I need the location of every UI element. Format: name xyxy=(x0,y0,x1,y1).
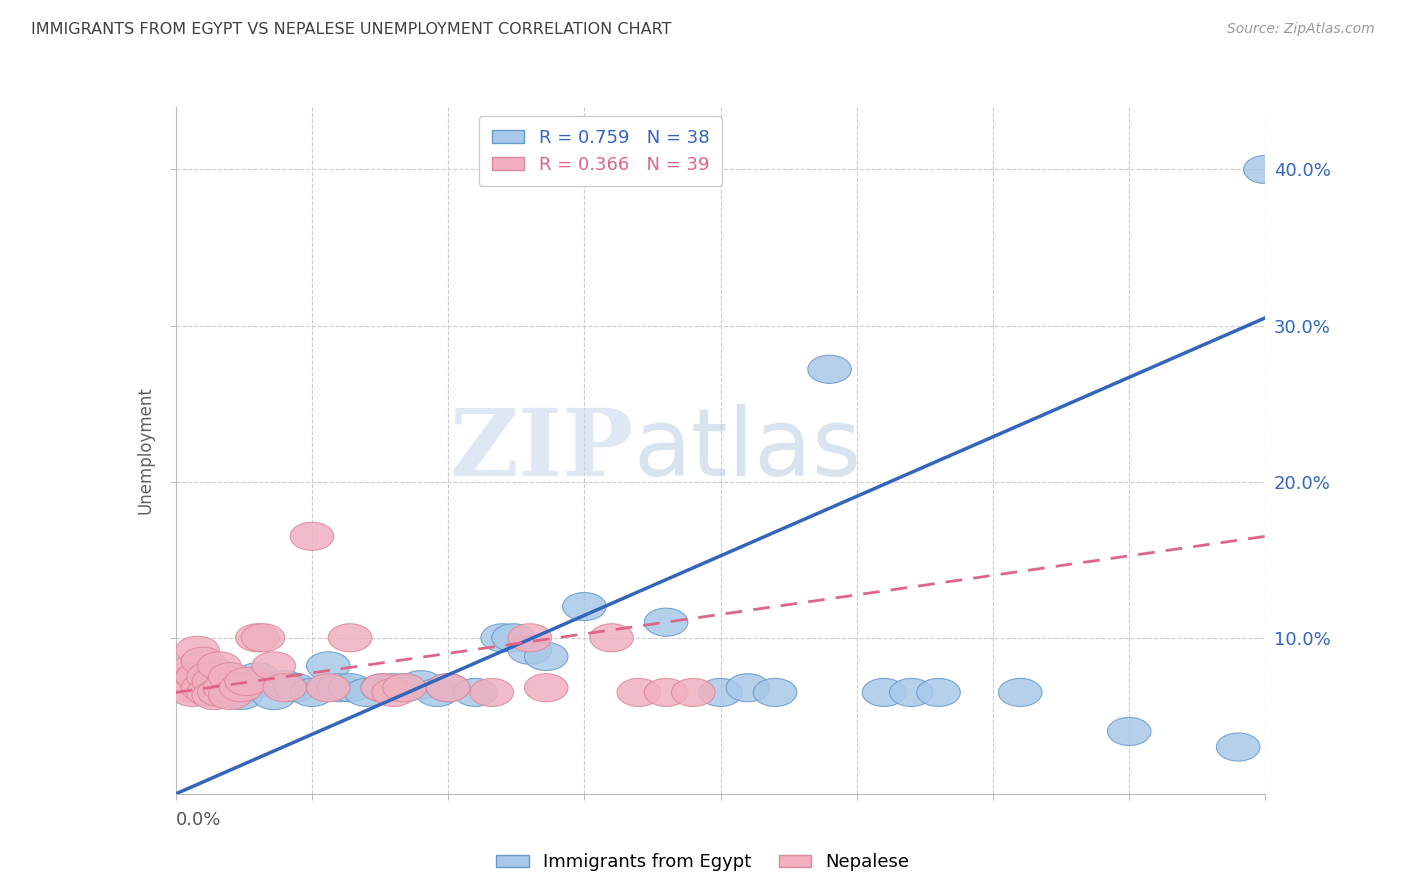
Ellipse shape xyxy=(176,663,219,690)
Ellipse shape xyxy=(290,678,333,706)
Ellipse shape xyxy=(181,648,225,675)
Ellipse shape xyxy=(318,673,361,702)
Ellipse shape xyxy=(524,642,568,671)
Ellipse shape xyxy=(508,624,551,652)
Ellipse shape xyxy=(231,671,274,698)
Ellipse shape xyxy=(236,663,280,690)
Ellipse shape xyxy=(725,673,769,702)
Ellipse shape xyxy=(890,678,934,706)
Ellipse shape xyxy=(159,667,202,696)
Ellipse shape xyxy=(672,678,716,706)
Ellipse shape xyxy=(361,673,405,702)
Ellipse shape xyxy=(214,678,257,706)
Ellipse shape xyxy=(208,681,252,710)
Ellipse shape xyxy=(193,681,236,710)
Legend: Immigrants from Egypt, Nepalese: Immigrants from Egypt, Nepalese xyxy=(489,847,917,879)
Ellipse shape xyxy=(481,624,524,652)
Ellipse shape xyxy=(219,673,263,702)
Text: 0.0%: 0.0% xyxy=(176,811,221,829)
Ellipse shape xyxy=(225,667,269,696)
Ellipse shape xyxy=(344,678,388,706)
Ellipse shape xyxy=(917,678,960,706)
Ellipse shape xyxy=(382,673,426,702)
Ellipse shape xyxy=(165,673,208,702)
Ellipse shape xyxy=(176,636,219,665)
Ellipse shape xyxy=(165,667,208,696)
Ellipse shape xyxy=(329,673,371,702)
Ellipse shape xyxy=(644,608,688,636)
Ellipse shape xyxy=(454,678,498,706)
Ellipse shape xyxy=(252,652,295,680)
Ellipse shape xyxy=(176,663,219,690)
Text: Source: ZipAtlas.com: Source: ZipAtlas.com xyxy=(1227,22,1375,37)
Ellipse shape xyxy=(329,624,371,652)
Ellipse shape xyxy=(170,671,214,698)
Ellipse shape xyxy=(998,678,1042,706)
Ellipse shape xyxy=(170,667,214,696)
Ellipse shape xyxy=(591,624,633,652)
Ellipse shape xyxy=(197,678,242,706)
Ellipse shape xyxy=(263,673,307,702)
Ellipse shape xyxy=(470,678,513,706)
Ellipse shape xyxy=(1216,733,1260,761)
Text: ZIP: ZIP xyxy=(449,406,633,495)
Legend: R = 0.759   N = 38, R = 0.366   N = 39: R = 0.759 N = 38, R = 0.366 N = 39 xyxy=(479,116,721,186)
Ellipse shape xyxy=(225,671,269,698)
Ellipse shape xyxy=(252,681,295,710)
Ellipse shape xyxy=(426,673,470,702)
Ellipse shape xyxy=(202,673,246,702)
Ellipse shape xyxy=(371,678,416,706)
Ellipse shape xyxy=(187,663,231,690)
Ellipse shape xyxy=(699,678,742,706)
Ellipse shape xyxy=(181,673,225,702)
Ellipse shape xyxy=(807,355,852,384)
Ellipse shape xyxy=(274,673,318,702)
Ellipse shape xyxy=(193,667,236,696)
Ellipse shape xyxy=(219,681,263,710)
Ellipse shape xyxy=(524,673,568,702)
Ellipse shape xyxy=(862,678,905,706)
Ellipse shape xyxy=(361,673,405,702)
Ellipse shape xyxy=(170,655,214,683)
Ellipse shape xyxy=(382,673,426,702)
Ellipse shape xyxy=(242,624,285,652)
Ellipse shape xyxy=(263,671,307,698)
Ellipse shape xyxy=(197,652,242,680)
Ellipse shape xyxy=(165,663,208,690)
Ellipse shape xyxy=(202,673,246,702)
Ellipse shape xyxy=(1244,155,1288,184)
Ellipse shape xyxy=(208,663,252,690)
Ellipse shape xyxy=(307,652,350,680)
Ellipse shape xyxy=(371,673,416,702)
Ellipse shape xyxy=(416,678,458,706)
Ellipse shape xyxy=(426,673,470,702)
Ellipse shape xyxy=(562,592,606,621)
Y-axis label: Unemployment: Unemployment xyxy=(136,386,155,515)
Ellipse shape xyxy=(193,658,236,686)
Ellipse shape xyxy=(290,522,333,550)
Ellipse shape xyxy=(236,624,280,652)
Ellipse shape xyxy=(508,636,551,665)
Ellipse shape xyxy=(307,673,350,702)
Ellipse shape xyxy=(399,671,443,698)
Ellipse shape xyxy=(181,673,225,702)
Ellipse shape xyxy=(492,624,536,652)
Ellipse shape xyxy=(170,678,214,706)
Ellipse shape xyxy=(754,678,797,706)
Ellipse shape xyxy=(187,667,231,696)
Ellipse shape xyxy=(193,673,236,702)
Ellipse shape xyxy=(187,678,231,706)
Ellipse shape xyxy=(617,678,661,706)
Ellipse shape xyxy=(197,678,242,706)
Text: IMMIGRANTS FROM EGYPT VS NEPALESE UNEMPLOYMENT CORRELATION CHART: IMMIGRANTS FROM EGYPT VS NEPALESE UNEMPL… xyxy=(31,22,672,37)
Ellipse shape xyxy=(208,667,252,696)
Text: atlas: atlas xyxy=(633,404,862,497)
Ellipse shape xyxy=(644,678,688,706)
Ellipse shape xyxy=(1108,717,1152,746)
